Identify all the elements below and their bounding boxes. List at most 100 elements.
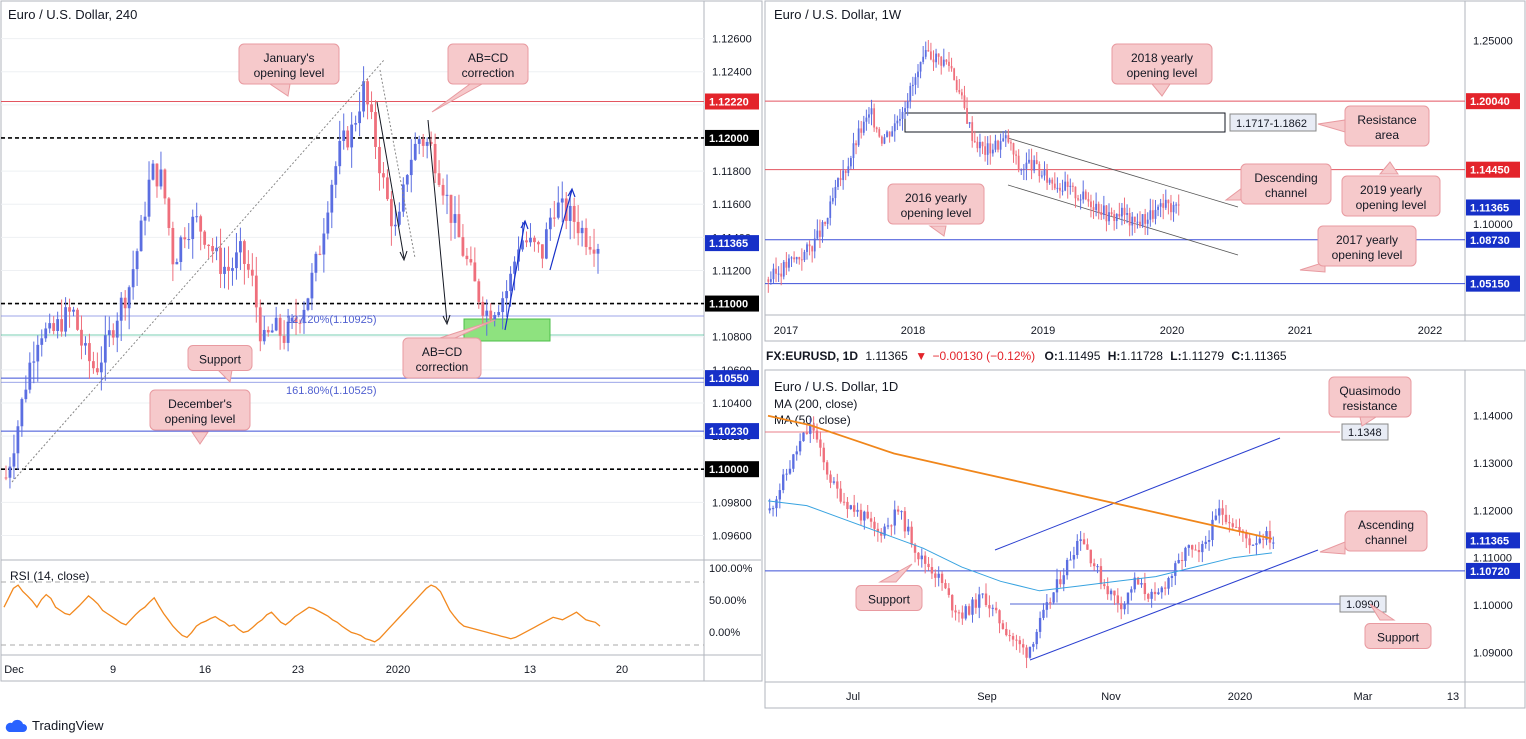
w1-callout-resistance-box bbox=[1344, 105, 1430, 147]
h4-candle bbox=[489, 310, 493, 320]
w1-candle bbox=[777, 273, 780, 275]
h4-x-tick: 23 bbox=[292, 664, 304, 676]
w1-candle bbox=[940, 56, 943, 66]
w1-candle bbox=[1012, 143, 1015, 155]
h4-price-badge-bg bbox=[705, 129, 759, 146]
h4-price-badge: 1.12220 bbox=[709, 97, 749, 109]
w1-candle bbox=[896, 120, 899, 124]
d1-y-tick: 1.11000 bbox=[1473, 553, 1512, 565]
h4-candle bbox=[250, 269, 254, 276]
h4-candle bbox=[40, 338, 44, 345]
d1-candle bbox=[1224, 514, 1228, 523]
h4-candle bbox=[529, 237, 532, 243]
h4-y-tick: 1.10400 bbox=[712, 398, 752, 410]
d1-candle bbox=[954, 610, 957, 613]
d1-candle bbox=[1126, 592, 1130, 604]
w1-candle bbox=[1136, 221, 1139, 223]
h4-candle bbox=[163, 169, 167, 199]
d1-candle bbox=[1228, 522, 1231, 524]
w1-candle bbox=[1141, 214, 1144, 227]
h4-candle bbox=[405, 175, 409, 185]
d1-x-axis: Jul Sep Nov 2020 Mar 13 bbox=[846, 691, 1459, 703]
svg-text:1.1348: 1.1348 bbox=[1348, 427, 1382, 439]
d1-candle bbox=[883, 526, 886, 536]
w1-candle bbox=[875, 127, 878, 130]
d1-y-tick: 1.12000 bbox=[1473, 505, 1513, 517]
d1-candle bbox=[1116, 595, 1120, 604]
w1-candle bbox=[1133, 216, 1136, 222]
h4-candle bbox=[36, 344, 40, 362]
w1-candle bbox=[906, 101, 909, 109]
d1-candle bbox=[944, 583, 947, 589]
h4-price-badge-bg bbox=[705, 295, 759, 312]
w1-candle bbox=[888, 131, 891, 137]
h4-candle bbox=[429, 141, 433, 144]
d1-candle bbox=[815, 430, 819, 440]
w1-candle bbox=[1164, 199, 1167, 208]
h4-candle bbox=[485, 310, 489, 316]
d1-candle bbox=[1038, 617, 1042, 632]
d1-candle bbox=[934, 573, 937, 578]
h4-candle bbox=[135, 251, 139, 270]
d1-candle bbox=[873, 521, 876, 529]
w1-candle bbox=[1033, 160, 1036, 171]
h4-y-tick: 1.10800 bbox=[712, 332, 752, 344]
d1-candle bbox=[991, 607, 994, 609]
w1-panel: Euro / U.S. Dollar, 1W 1.25000 1.10000 20… bbox=[765, 7, 1520, 337]
h4-price-badge: 1.11365 bbox=[709, 238, 748, 250]
w1-candle bbox=[1113, 214, 1116, 222]
h4-candle bbox=[28, 362, 32, 390]
w1-callout-2018-box bbox=[1111, 43, 1213, 85]
h4-candle bbox=[397, 211, 401, 225]
w1-callout-2016-tail bbox=[928, 225, 947, 237]
d1-x-tick: Nov bbox=[1101, 691, 1121, 703]
d1-candle bbox=[1268, 531, 1272, 543]
d1-candle bbox=[1018, 640, 1021, 645]
h4-candle bbox=[338, 140, 342, 167]
w1-candle bbox=[795, 257, 798, 260]
w1-candle bbox=[999, 141, 1002, 150]
d1-candle bbox=[886, 525, 890, 527]
h4-candle bbox=[378, 146, 381, 174]
h4-y-tick: 1.12400 bbox=[712, 67, 752, 79]
w1-candle bbox=[1053, 183, 1056, 189]
d1-candle bbox=[1045, 602, 1049, 610]
h4-candle bbox=[552, 217, 556, 219]
d1-candle bbox=[1069, 559, 1072, 561]
w1-candle bbox=[1162, 203, 1165, 208]
w1-candle bbox=[839, 178, 842, 181]
h4-x-axis: Dec 9 16 23 2020 13 20 bbox=[4, 664, 628, 676]
w1-price-badge-bg bbox=[1466, 275, 1520, 292]
d1-candle bbox=[822, 447, 825, 463]
d1-candle bbox=[1103, 584, 1106, 587]
h4-candle bbox=[48, 323, 52, 329]
d1-candle bbox=[1001, 623, 1005, 629]
w1-candle bbox=[945, 59, 948, 62]
d1-candle bbox=[1167, 578, 1170, 589]
h4-candle bbox=[493, 315, 497, 320]
w1-candle bbox=[930, 51, 932, 60]
w1-candle bbox=[1048, 179, 1051, 183]
w1-callout-2019-tail bbox=[1378, 161, 1399, 175]
h4-candle bbox=[441, 184, 445, 196]
d1-candle bbox=[896, 509, 900, 512]
h4-callout-abcd-bottom-text: correction bbox=[416, 360, 469, 374]
d1-candle bbox=[1123, 603, 1126, 610]
h4-price-badge: 1.11000 bbox=[709, 299, 748, 311]
w1-candle bbox=[1110, 212, 1113, 215]
w1-candle bbox=[1170, 203, 1172, 213]
d1-candle bbox=[893, 509, 896, 526]
h4-callout-abcd-top-box bbox=[447, 43, 529, 85]
h4-x-tick: 9 bbox=[110, 664, 116, 676]
w1-candle bbox=[803, 251, 806, 261]
w1-candle bbox=[989, 143, 992, 154]
d1-candle bbox=[1238, 526, 1241, 531]
h4-candle bbox=[409, 159, 413, 176]
h4-candle bbox=[191, 216, 195, 240]
d1-candle bbox=[1265, 531, 1268, 540]
w1-candle bbox=[1077, 198, 1079, 200]
h4-candle bbox=[445, 194, 449, 196]
w1-price-badge-bg bbox=[1466, 161, 1520, 178]
d1-label-1348: 1.1348 bbox=[1341, 423, 1389, 441]
w1-callout-resistance-text: area bbox=[1375, 128, 1399, 142]
